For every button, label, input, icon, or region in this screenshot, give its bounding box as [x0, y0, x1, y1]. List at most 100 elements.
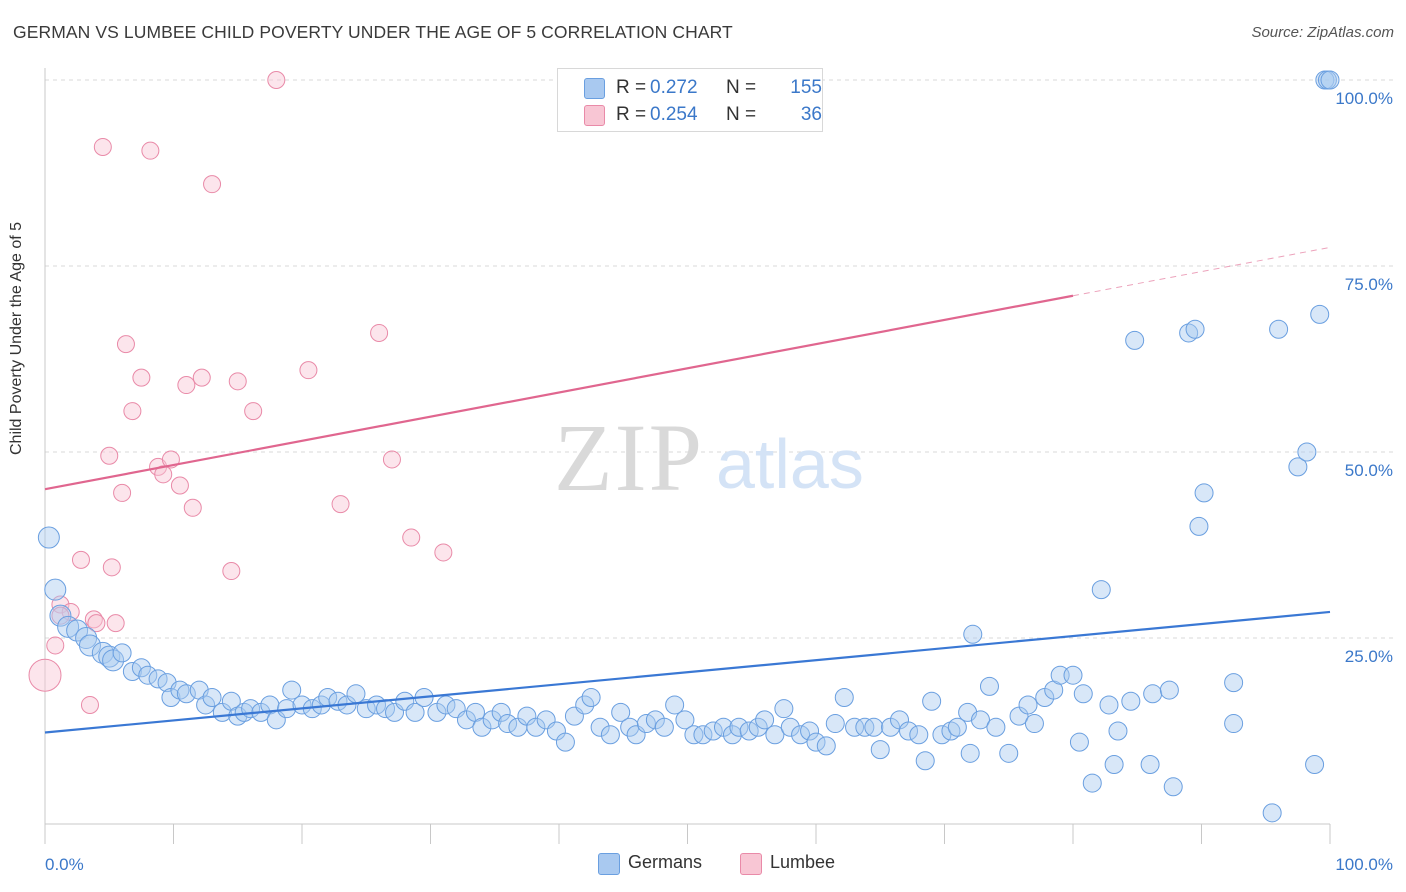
series-swatch-germans [598, 853, 620, 875]
legend-swatch-germans [584, 78, 605, 99]
german-point [202, 688, 222, 708]
german-point [1069, 732, 1089, 752]
german-point [49, 604, 72, 627]
legend-r-label: R = [616, 77, 647, 98]
lumbee-point [170, 476, 189, 495]
german-point [1082, 773, 1102, 793]
german-point [834, 688, 854, 708]
german-point [472, 717, 492, 737]
german-points [37, 70, 1340, 823]
german-point [1108, 721, 1128, 741]
german-point [282, 680, 302, 700]
watermark: ZIP atlas [554, 404, 864, 511]
german-point [491, 702, 511, 722]
lumbee-point [331, 495, 350, 514]
german-point [1179, 323, 1199, 343]
german-point [1125, 330, 1145, 350]
german-point [1262, 803, 1282, 823]
lumbee-point [434, 543, 453, 562]
german-point [170, 680, 190, 700]
german-point [825, 714, 845, 734]
x-tick-label: 0.0% [45, 855, 84, 874]
german-point [963, 624, 983, 644]
german-point [765, 725, 785, 745]
german-point [703, 721, 723, 741]
german-point [1143, 684, 1163, 704]
german-point [1163, 777, 1183, 797]
axes [44, 68, 1331, 844]
german-point [1189, 516, 1209, 536]
lumbee-point [123, 402, 142, 421]
german-point [806, 732, 826, 752]
german-trend-line [44, 610, 1331, 734]
lumbee-points [28, 71, 453, 714]
german-point [999, 743, 1019, 763]
german-point [922, 691, 942, 711]
german-point [899, 721, 919, 741]
german-point [1099, 695, 1119, 715]
lumbee-trend-extension [1072, 246, 1331, 297]
legend-n-label: N = [726, 104, 757, 125]
german-point [970, 710, 990, 730]
german-point [665, 695, 685, 715]
x-tick-label: 100.0% [1335, 855, 1393, 874]
german-point [1320, 70, 1340, 90]
german-point [1140, 754, 1160, 774]
german-point [75, 627, 98, 649]
german-point [1305, 754, 1325, 774]
german-point [1024, 714, 1044, 734]
watermark-atlas: atlas [716, 425, 864, 503]
lumbee-point [87, 614, 106, 633]
german-point [986, 717, 1006, 737]
lumbee-point [116, 335, 135, 354]
german-point [947, 717, 967, 737]
lumbee-point [154, 465, 173, 484]
lumbee-point [46, 636, 65, 655]
lumbee-point [382, 450, 401, 469]
german-point [845, 717, 865, 737]
german-point [57, 615, 80, 638]
german-point [102, 649, 125, 672]
german-point [1104, 754, 1124, 774]
german-point [131, 658, 151, 678]
lumbee-point [113, 483, 132, 502]
german-point [176, 684, 196, 704]
series-label-germans: Germans [628, 852, 703, 872]
german-point [1121, 691, 1141, 711]
lumbee-point [192, 368, 211, 387]
german-point [37, 526, 60, 549]
german-point [1018, 695, 1038, 715]
german-point [800, 721, 820, 741]
german-point [78, 634, 101, 657]
series-label-lumbee: Lumbee [770, 852, 836, 872]
german-point [870, 740, 890, 760]
german-point [755, 710, 775, 730]
legend-n-value: 36 [800, 104, 822, 125]
series-swatch-lumbee [740, 853, 762, 875]
source-credit: Source: ZipAtlas.com [1251, 24, 1394, 41]
lumbee-point [228, 372, 247, 391]
german-point [356, 699, 376, 719]
legend-r-label: R = [616, 104, 647, 125]
german-point [112, 643, 132, 663]
legend-n-value: 155 [790, 77, 822, 98]
y-tick-label: 50.0% [1345, 461, 1393, 480]
german-point [1194, 483, 1214, 503]
lumbee-point [299, 361, 318, 380]
german-point [405, 702, 425, 722]
chart-title: GERMAN VS LUMBEE CHILD POVERTY UNDER THE… [13, 22, 733, 42]
german-point [979, 676, 999, 696]
y-tick-label: 25.0% [1345, 647, 1393, 666]
german-point [1063, 665, 1083, 685]
lumbee-point [100, 446, 119, 465]
german-point [1091, 580, 1111, 600]
german-point [654, 717, 674, 737]
lumbee-point [102, 558, 121, 577]
german-point [941, 721, 961, 741]
legend-n-label: N = [726, 77, 757, 98]
lumbee-point [203, 175, 222, 194]
german-point [864, 717, 884, 737]
german-point [555, 732, 575, 752]
german-point [748, 717, 768, 737]
